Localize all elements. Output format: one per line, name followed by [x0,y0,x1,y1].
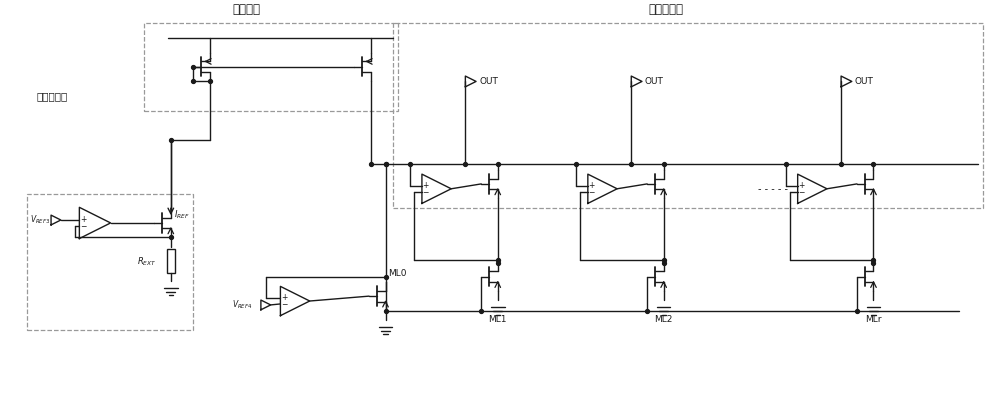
Bar [167,249,175,274]
Text: 恒流输出级: 恒流输出级 [648,3,683,16]
Text: OUT: OUT [479,77,498,86]
Text: - - - - -: - - - - - [758,184,788,194]
Text: +: + [423,181,429,190]
Text: −: − [798,188,805,197]
Text: MLr: MLr [865,315,882,324]
Text: −: − [423,188,429,197]
Text: 电流调节: 电流调节 [232,3,260,16]
Bar [27,194,193,330]
Text: −: − [80,222,86,231]
Text: $R_{EXT}$: $R_{EXT}$ [137,255,156,268]
Text: 基准电流源: 基准电流源 [36,91,68,101]
Text: +: + [80,215,86,224]
Text: ML2: ML2 [654,315,673,324]
Text: $V_{REF4}$: $V_{REF4}$ [232,299,252,311]
Text: OUT: OUT [645,77,664,86]
Text: +: + [281,293,288,302]
Bar [393,23,983,208]
Text: +: + [589,181,595,190]
Text: OUT: OUT [855,77,874,86]
Text: −: − [589,188,595,197]
Text: −: − [281,300,288,309]
Text: ML1: ML1 [489,315,507,324]
Text: +: + [798,181,805,190]
Text: $I_{REF}$: $I_{REF}$ [174,209,189,221]
Text: ML0: ML0 [388,269,407,278]
Bar [144,23,398,111]
Text: $V_{REF3}$: $V_{REF3}$ [30,214,50,226]
